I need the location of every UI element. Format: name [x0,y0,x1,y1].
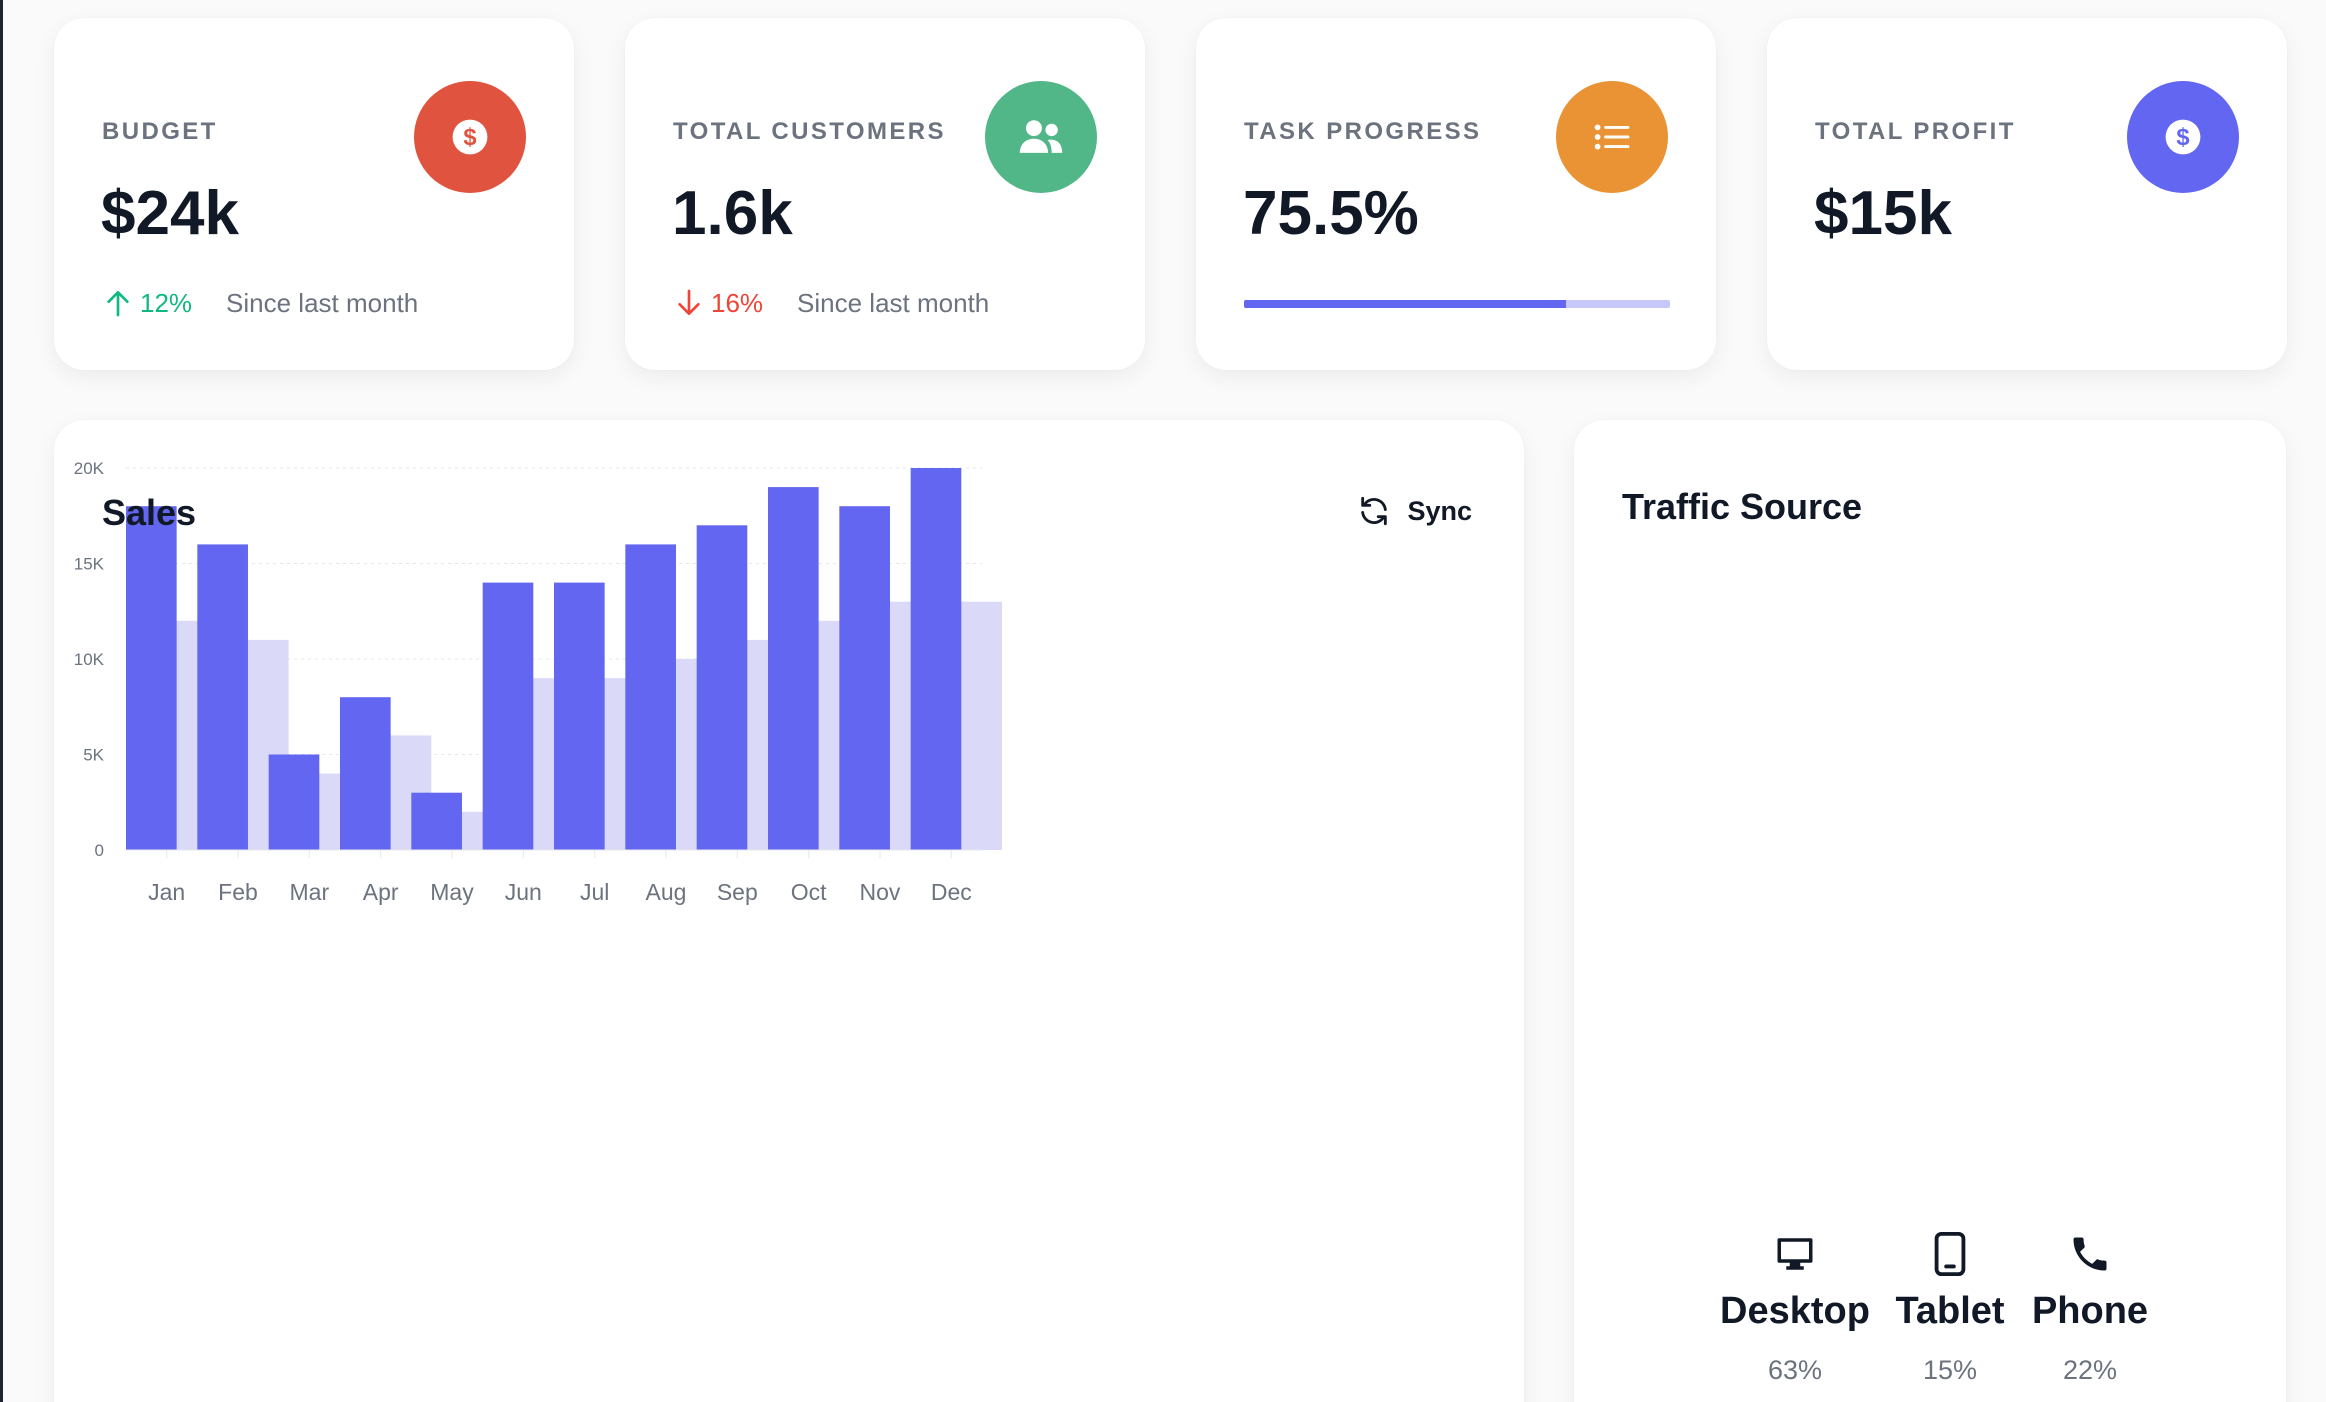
bar-primary [268,754,320,850]
dollar-icon: $ [2127,81,2239,193]
svg-text:$: $ [463,124,476,151]
x-tick-label: Jan [148,879,185,905]
device-phone-label: Phone [2031,1290,2149,1332]
x-tick-label: Aug [646,879,687,905]
device-tablet-label: Tablet [1895,1290,2005,1332]
x-tick-label: Nov [860,879,901,905]
task-progress-bar-fill [1244,300,1566,308]
device-tablet-percent: 15% [1922,1355,1978,1385]
device-phone-percent: 22% [2062,1355,2118,1385]
device-desktop-percent: 63% [1767,1355,1823,1385]
dollar-icon: $ [414,81,526,193]
x-tick-label: Oct [791,879,827,905]
device-desktop: Desktop 63% [1705,1228,1885,1386]
x-tick-label: Sep [717,879,758,905]
traffic-card: Traffic Source Desktop 63% Tablet 15% Ph… [1574,420,2286,1402]
x-tick-label: Feb [218,879,258,905]
device-tablet: Tablet 15% [1860,1228,2040,1386]
budget-trend: 12% Since last month [102,286,418,320]
tablet-icon [1860,1228,2040,1280]
customers-trend-percent: 16% [711,287,764,318]
bar-primary [126,506,177,850]
profit-value: $15k [1814,179,1952,248]
sync-button-label: Sync [1407,495,1472,526]
task-progress-value: 75.5% [1243,179,1419,248]
bar-primary [839,506,890,850]
customers-trend: 16% Since last month [673,286,989,320]
bar-primary [910,468,962,850]
customers-trend-caption: Since last month [797,287,990,318]
task-progress-card: TASK PROGRESS 75.5% [1196,18,1716,370]
desktop-icon [1705,1228,1885,1280]
bar-primary [411,792,462,850]
task-progress-bar [1244,300,1670,308]
bar-primary [768,487,819,850]
customers-card: TOTAL CUSTOMERS 1.6k 16% Since last mont… [625,18,1145,370]
y-tick-label: 5K [83,746,104,765]
arrow-down-icon [678,289,700,315]
list-icon [1556,81,1668,193]
bar-primary [625,544,676,850]
arrow-up-icon [107,291,129,317]
sales-chart: 0 5K 10K 15K 20K Jan Feb Mar Apr May Jun Jul Aug Sep O… [74,459,1002,905]
bar-primary [340,697,391,850]
customers-label: TOTAL CUSTOMERS [673,118,946,145]
device-desktop-label: Desktop [1720,1290,1870,1332]
device-phone: Phone 22% [2000,1228,2180,1386]
refresh-icon [1361,496,1388,526]
svg-text:$: $ [2176,124,2189,151]
traffic-title: Traffic Source [1622,486,1863,527]
profit-card: TOTAL PROFIT $15k $ [1767,18,2287,370]
x-tick-label: May [430,879,474,905]
x-tick-label: Jul [580,879,609,905]
x-tick-label: Apr [363,879,399,905]
bar-primary [554,582,605,850]
x-tick-label: Mar [290,879,330,905]
budget-label: BUDGET [102,118,218,145]
bar-primary [482,582,534,850]
sales-card: 0 5K 10K 15K 20K Jan Feb Mar Apr May Jun Jul Aug Sep O… [54,420,1524,1402]
budget-trend-caption: Since last month [226,287,419,318]
bar-primary [197,544,248,850]
budget-card: BUDGET $24k $ 12% Since last month [54,18,574,370]
window-edge [0,0,3,1402]
y-tick-label: 15K [74,555,105,574]
customers-value: 1.6k [672,179,793,248]
y-tick-label: 0 [95,841,104,860]
y-tick-label: 10K [74,650,105,669]
task-progress-label: TASK PROGRESS [1244,118,1482,145]
bar-primary [696,525,748,850]
profit-label: TOTAL PROFIT [1815,118,2016,145]
sales-title: Sales [102,492,197,533]
budget-trend-percent: 12% [140,287,193,318]
budget-value: $24k [101,179,239,248]
phone-icon [2000,1228,2180,1280]
users-icon [985,81,1097,193]
sync-button[interactable]: Sync [1357,494,1472,528]
y-tick-label: 20K [74,459,105,478]
x-tick-label: Dec [931,879,972,905]
x-tick-label: Jun [505,879,542,905]
